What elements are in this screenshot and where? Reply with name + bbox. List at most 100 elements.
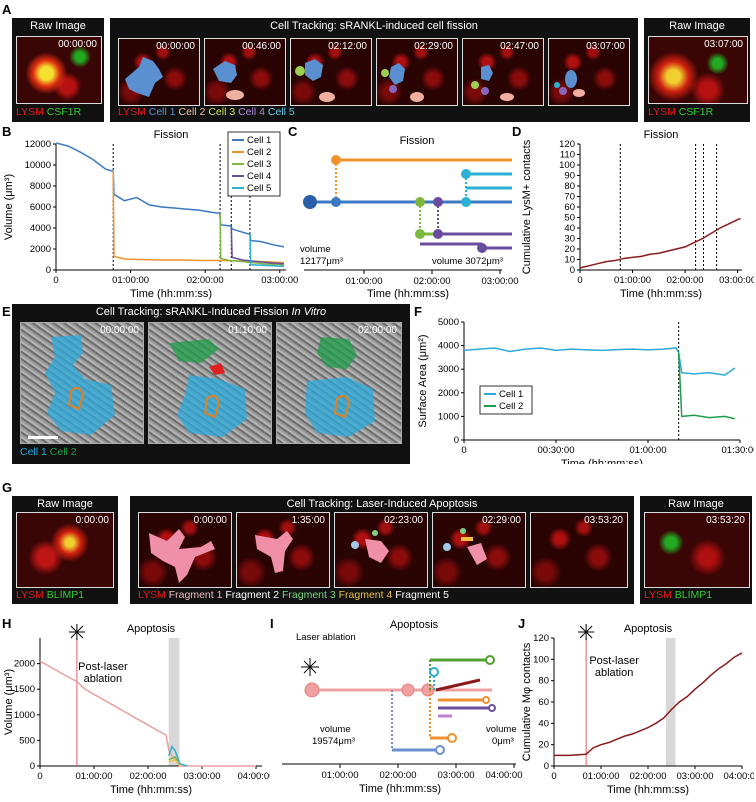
panel-g-raw-title-right: Raw Image [668, 498, 724, 510]
y-tick-label: 2000 [14, 659, 35, 670]
y-tick-label: 1500 [14, 684, 35, 695]
lineage-tree-c: Fission volume 12177μm³ volume 3072μm³ 0… [300, 135, 519, 300]
x-tick-label: 03:00:00 [184, 771, 221, 782]
legend-entry: Cell 1 [499, 389, 523, 400]
y-axis-label: Cumulative Mφ contacts [521, 642, 533, 761]
x-tick-label: 03:00:00 [677, 771, 714, 782]
y-tick-label: 500 [19, 735, 35, 746]
legend-lysm: LYSM [16, 589, 44, 601]
timestamp: 1:35:00 [291, 515, 325, 526]
panel-label-e: E [2, 304, 11, 319]
panel-label-g: G [2, 480, 13, 495]
lineage-c-title: Fission [400, 135, 435, 147]
x-tick-label: 0 [461, 445, 466, 456]
timestamp: 03:07:00 [586, 41, 625, 52]
series-line-main [579, 217, 741, 269]
y-tick-label: 8000 [30, 181, 51, 192]
chart-title: Fission [644, 129, 679, 141]
lineage-i-xlabel: Time (hh:mm:ss) [359, 783, 441, 795]
legend-a-left: LYSM CSF1R [16, 106, 81, 118]
legend-cell-2: Cell 2 [178, 106, 206, 118]
chart-d: Fission 0 01:00:00 02:00:00 03:00:00 01020304… [521, 129, 754, 300]
chart-title: Fission [154, 129, 189, 141]
cell-shape [351, 530, 389, 563]
legend-lysm: LYSM [648, 106, 676, 118]
y-tick-label: 20 [564, 244, 575, 255]
panel-g-raw-left: Raw Image 0:00:00 LYSM BLIMP1 [12, 496, 118, 604]
laser-label: Laser ablation [296, 632, 356, 643]
y-tick-label: 100 [533, 654, 549, 665]
legend-a-right: LYSM CSF1R [648, 106, 713, 118]
legend-cell-1: Cell 1 [20, 446, 47, 458]
apoptosis-frame-5: 03:53:20 [530, 512, 628, 588]
laser-burst-icon [68, 624, 85, 640]
timestamp: 01:10:00 [228, 325, 267, 336]
x-tick-label: 03:00:00 [261, 275, 298, 286]
volume-left-label: volume [320, 724, 351, 735]
y-tick-label: 80 [564, 181, 575, 192]
y-tick-label: 10 [564, 255, 575, 266]
legend-lysm: LYSM [16, 106, 44, 118]
panel-a-raw-left: Raw Image 00:00:00 LYSM CSF1R [12, 18, 104, 122]
panel-label-c: C [288, 124, 298, 139]
panel-label-f: F [414, 304, 422, 319]
y-tick-label: 3000 [438, 364, 459, 375]
legend-fragment-1: Fragment 1 [168, 589, 223, 601]
series-line-fragment-5 [167, 744, 188, 767]
legend-a-tracking: LYSM Cell 1 Cell 2 Cell 3 Cell 4 Cell 5 [118, 106, 295, 118]
tick-label: 03:00:00 [482, 276, 519, 287]
burst-ray [579, 625, 593, 639]
timestamp: 02:00:00 [358, 325, 397, 336]
legend-csf1r: CSF1R [46, 106, 82, 118]
legend-cell-5: Cell 5 [267, 106, 295, 118]
timestamp: 02:23:00 [384, 515, 423, 526]
y-tick-label: 0 [454, 435, 459, 446]
node-root [303, 195, 317, 209]
tracking-frame-2: 00:46:00 [204, 38, 286, 106]
apoptosis-frame-1: 0:00:00 [138, 512, 232, 588]
volume-right-label: volume 3072μm³ [432, 256, 503, 267]
legend-e: Cell 1 Cell 2 [20, 446, 77, 458]
y-tick-label: 2000 [438, 388, 459, 399]
volume-left-value: 12177μm³ [300, 256, 343, 267]
x-axis-label: Time (hh:mm:ss) [607, 784, 689, 796]
y-tick-label: 70 [564, 192, 575, 203]
y-tick-label: 90 [564, 171, 575, 182]
x-axis-label: Time (hh:mm:ss) [620, 288, 702, 300]
timestamp: 0:00:00 [75, 515, 109, 526]
timestamp: 02:47:00 [500, 41, 539, 52]
series-line-cell-5 [249, 234, 284, 268]
annotation: Post-laser [589, 655, 639, 667]
y-tick-label: 10000 [25, 160, 51, 171]
cell-shape [443, 528, 487, 565]
x-tick-label: 01:30:00 [722, 445, 754, 456]
series-line-cell-2 [677, 352, 736, 420]
title-text: Cell Tracking: sRANKL-Induced Fission [95, 306, 292, 318]
apoptosis-frame-3: 02:23:00 [334, 512, 428, 588]
raw-image-g-left: 0:00:00 [16, 512, 114, 588]
x-tick-label: 04:00:00 [238, 771, 270, 782]
legend-g-left: LYSM BLIMP1 [16, 589, 84, 601]
series-line-fragment-4 [168, 758, 181, 767]
y-tick-label: 40 [538, 718, 549, 729]
chart-title: Apoptosis [624, 623, 673, 635]
volume-right-label: volume [486, 724, 517, 735]
cell-shape [471, 65, 514, 101]
legend-g-tracking: LYSM Fragment 1 Fragment 2 Fragment 3 Fr… [138, 589, 449, 601]
cell-shape [381, 63, 424, 102]
y-tick-label: 0 [30, 761, 35, 772]
legend-g-right: LYSM BLIMP1 [644, 589, 712, 601]
panel-a-raw-title-right: Raw Image [669, 20, 725, 32]
scale-bar [28, 436, 58, 439]
legend-lysm: LYSM [138, 589, 166, 601]
tracking-frame-1: 00:00:00 [118, 38, 200, 106]
x-axis-label: Time (hh:mm:ss) [561, 458, 643, 464]
panel-g-raw-right: Raw Image 03:53:20 LYSM BLIMP1 [640, 496, 752, 604]
series-line-cell-1 [463, 347, 736, 376]
cell-shape [125, 57, 163, 97]
y-tick-label: 4000 [438, 341, 459, 352]
legend-fragment-4: Fragment 4 [338, 589, 393, 601]
series-line-fragment-1 [39, 660, 256, 767]
y-tick-label: 60 [538, 697, 549, 708]
panel-label-h: H [2, 616, 12, 631]
